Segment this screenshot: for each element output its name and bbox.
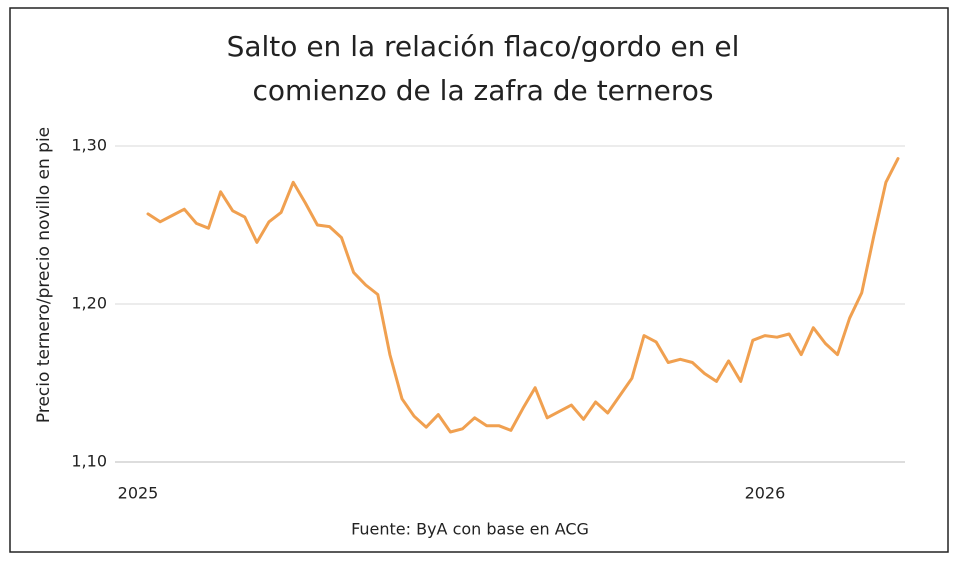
chart-title: comienzo de la zafra de terneros <box>252 74 713 107</box>
x-tick-label: 2025 <box>118 484 159 503</box>
chart-border <box>9 7 949 553</box>
y-tick-label: 1,20 <box>71 294 107 313</box>
source-note: Fuente: ByA con base en ACG <box>351 520 589 539</box>
data-line <box>146 157 900 434</box>
y-tick-label: 1,30 <box>71 136 107 155</box>
y-tick-label: 1,10 <box>71 452 107 471</box>
chart-title: Salto en la relación flaco/gordo en el <box>227 30 740 63</box>
y-axis-label: Precio ternero/precio novillo en pie <box>34 127 54 423</box>
x-tick-label: 2026 <box>745 484 786 503</box>
